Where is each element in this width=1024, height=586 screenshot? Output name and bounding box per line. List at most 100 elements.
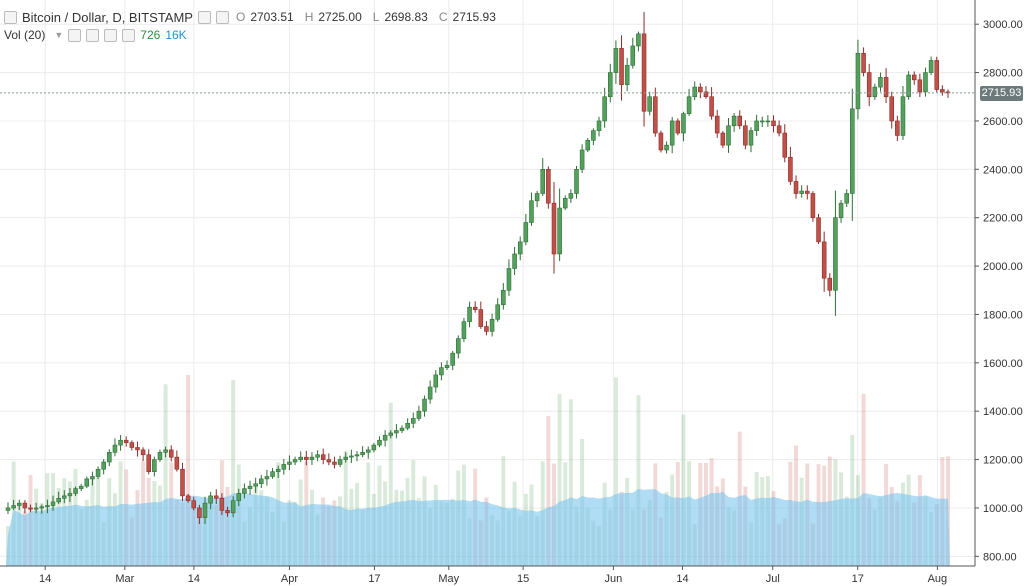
open-value: 2703.51 <box>250 10 294 24</box>
candle <box>546 169 551 204</box>
candle <box>878 77 883 88</box>
y-tick-label: 2400.00 <box>983 164 1023 176</box>
volume-bar <box>681 414 686 566</box>
candle <box>692 86 697 98</box>
candle <box>135 447 140 451</box>
candle <box>101 461 106 470</box>
candle <box>664 144 669 151</box>
candle <box>816 217 821 243</box>
candle <box>748 130 754 146</box>
candle <box>940 89 945 93</box>
candle <box>636 33 641 47</box>
settings-icon[interactable] <box>68 28 82 42</box>
visibility-icon[interactable] <box>215 10 229 24</box>
candle <box>416 410 422 419</box>
candle <box>253 483 258 487</box>
candle <box>45 505 50 508</box>
candle <box>427 386 433 400</box>
candle <box>225 510 230 514</box>
low-label: L <box>372 10 380 24</box>
candle <box>467 306 472 323</box>
volume-bar <box>388 402 393 566</box>
symbol-row: Bitcoin / Dollar, D, BITSTAMP O 2703.51 H… <box>4 8 500 26</box>
candle <box>866 72 872 98</box>
candle <box>579 149 585 170</box>
candle <box>906 74 911 98</box>
volume-bar <box>186 375 191 566</box>
candle <box>568 193 574 199</box>
candle <box>270 471 275 477</box>
candle <box>112 444 118 453</box>
candle <box>247 485 253 489</box>
candle <box>287 461 292 465</box>
close-icon[interactable] <box>122 28 136 42</box>
low-value: 2698.83 <box>384 10 428 24</box>
dropdown-caret-icon[interactable]: ▼ <box>54 30 64 40</box>
candle <box>259 478 264 485</box>
candle <box>242 488 247 494</box>
candle <box>62 495 67 499</box>
candle <box>602 96 607 122</box>
candle <box>799 190 804 194</box>
high-label: H <box>304 10 314 24</box>
candle <box>219 497 225 511</box>
collapse-icon[interactable] <box>4 10 17 24</box>
candle <box>107 452 112 463</box>
candle <box>653 96 658 134</box>
candle <box>78 485 84 489</box>
candle <box>456 338 461 354</box>
candle <box>675 120 681 134</box>
x-tick-label: 17 <box>368 573 380 585</box>
volume-ma-value: 16K <box>165 28 187 42</box>
candle <box>737 115 743 127</box>
x-tick-label: Mar <box>115 573 134 585</box>
candle <box>517 241 523 255</box>
candle <box>681 113 686 134</box>
candle <box>439 367 444 376</box>
close-value: 2715.93 <box>452 10 496 24</box>
chart-legend: Bitcoin / Dollar, D, BITSTAMP O 2703.51 H… <box>4 8 500 44</box>
candle <box>585 139 591 151</box>
candle <box>624 65 630 85</box>
y-tick-label: 1000.00 <box>983 503 1023 515</box>
add-icon[interactable] <box>104 28 118 42</box>
candle <box>292 459 298 463</box>
candle <box>208 495 213 504</box>
y-tick-label: 1200.00 <box>983 455 1023 467</box>
candle <box>743 125 748 146</box>
candle <box>641 33 647 112</box>
volume-indicator-label[interactable]: Vol (20) <box>4 28 46 42</box>
candle <box>140 449 146 456</box>
candle <box>315 454 320 458</box>
candle <box>320 454 326 460</box>
candle <box>647 96 652 112</box>
symbol-title[interactable]: Bitcoin / Dollar, D, BITSTAMP <box>22 9 193 25</box>
candle <box>495 304 500 320</box>
candle <box>472 306 478 310</box>
candle <box>827 277 833 291</box>
candle <box>883 77 889 98</box>
candle <box>39 506 45 509</box>
y-tick-label: 3000.00 <box>983 19 1023 31</box>
y-tick-label: 2200.00 <box>983 213 1023 225</box>
candle <box>551 202 557 255</box>
candle <box>686 96 692 114</box>
candle <box>557 207 562 255</box>
settings-icon[interactable] <box>197 10 211 24</box>
y-tick-label: 1800.00 <box>983 309 1023 321</box>
x-tick-label: Jun <box>605 573 623 585</box>
candle <box>168 449 174 458</box>
candle <box>422 398 427 412</box>
candle <box>84 478 90 487</box>
candle <box>213 495 219 499</box>
visibility-icon[interactable] <box>86 28 100 42</box>
candle <box>714 115 720 134</box>
candle <box>793 181 799 194</box>
candle <box>771 120 776 127</box>
candle <box>788 156 793 182</box>
last-price-tag: 2715.93 <box>980 85 1023 101</box>
candle <box>50 501 56 506</box>
candle <box>630 45 636 66</box>
candle <box>399 427 405 431</box>
